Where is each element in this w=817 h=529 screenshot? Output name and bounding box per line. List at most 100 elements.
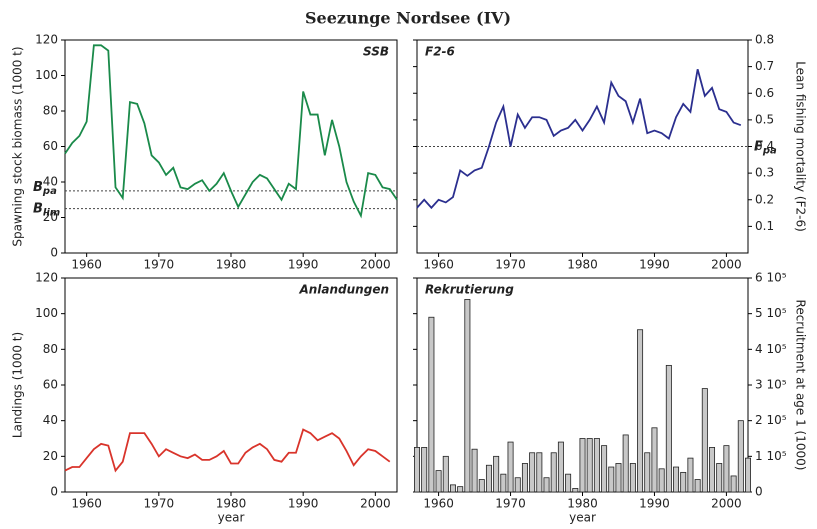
x-tick-label: 2000: [711, 258, 742, 272]
x-tick-label: 1960: [71, 497, 102, 511]
y-tick-label: 40: [43, 413, 58, 427]
y-axis-label: Recruitment at age 1 (1000): [794, 300, 808, 471]
bar: [629, 463, 636, 493]
reference-label-sub: pa: [762, 146, 777, 157]
plot-frame: [64, 277, 398, 493]
x-tick-label: 1970: [495, 258, 526, 272]
y-tick-label: 0.2: [755, 192, 774, 206]
y-tick-label: 120: [35, 271, 58, 285]
bar: [601, 445, 608, 493]
bar: [507, 441, 514, 493]
x-tick-label: 1970: [495, 497, 526, 511]
bar: [658, 468, 665, 493]
y-tick-label: 0.4: [755, 139, 774, 153]
y-tick-label: 100: [35, 68, 58, 82]
bar: [637, 329, 644, 493]
x-tick-label: 1990: [639, 258, 670, 272]
reference-label-sub: pa: [42, 186, 57, 197]
data-line: [64, 428, 391, 473]
bar: [514, 477, 521, 493]
y-tick-label: 0.8: [755, 33, 774, 47]
bar: [478, 479, 485, 493]
bar: [593, 438, 600, 493]
y-axis-label: Landings (1000 t): [11, 332, 25, 438]
bar: [716, 463, 723, 493]
y-axis-label: Lean fishing mortality (F2-6): [794, 61, 808, 232]
bar: [673, 466, 680, 493]
y-tick-label: 80: [43, 342, 58, 356]
x-tick-label: 1980: [216, 258, 247, 272]
bar: [449, 484, 456, 493]
reference-label-main: B: [33, 179, 43, 194]
reference-label: Fpa: [754, 139, 777, 157]
x-tick-label: 1970: [144, 497, 175, 511]
bar: [586, 438, 593, 493]
bar: [529, 452, 536, 493]
y-tick-label: 5 10⁵: [755, 306, 787, 320]
bar: [464, 298, 471, 493]
y-tick-label: 0: [755, 485, 763, 499]
bar: [687, 457, 694, 493]
bar: [723, 445, 730, 493]
x-tick-label: 1960: [423, 497, 454, 511]
y-tick-label: 3 10⁵: [755, 378, 787, 392]
x-tick-label: 2000: [711, 497, 742, 511]
y-tick-label: 100: [35, 306, 58, 320]
bar: [709, 447, 716, 493]
y-tick-label: 0: [50, 246, 58, 260]
bar: [694, 479, 701, 493]
x-tick-label: 1960: [71, 258, 102, 272]
bar: [651, 427, 658, 493]
panel-label: Rekrutierung: [425, 283, 514, 297]
bar: [493, 455, 500, 493]
bar: [471, 448, 478, 493]
y-tick-label: 0.5: [755, 112, 774, 126]
bar: [457, 486, 464, 493]
x-tick-label: 2000: [360, 258, 391, 272]
y-tick-label: 60: [43, 378, 58, 392]
bar: [730, 475, 737, 493]
bar: [572, 488, 579, 493]
y-tick-label: 2 10⁵: [755, 413, 787, 427]
y-tick-label: 60: [43, 139, 58, 153]
bar: [414, 447, 420, 493]
x-tick-label: 1990: [639, 497, 670, 511]
bar: [615, 463, 622, 493]
y-tick-label: 0: [50, 485, 58, 499]
reference-label-main: F: [754, 139, 763, 154]
bar: [521, 463, 528, 493]
bar: [608, 466, 615, 493]
x-axis-label: year: [218, 511, 245, 525]
y-tick-label: 80: [43, 104, 58, 118]
y-tick-label: 0.6: [755, 86, 774, 100]
bar: [500, 473, 507, 493]
bar: [745, 457, 751, 493]
y-axis-label: Spawning stock biomass (1000 t): [11, 46, 25, 246]
bar: [435, 470, 442, 493]
bar: [644, 452, 651, 493]
bar: [680, 471, 687, 493]
y-tick-label: 40: [43, 175, 58, 189]
y-tick-label: 120: [35, 33, 58, 47]
bar: [550, 452, 557, 493]
reference-label: Bpa: [33, 179, 57, 197]
x-tick-label: 1990: [288, 497, 319, 511]
x-tick-label: 2000: [360, 497, 391, 511]
x-axis-label: year: [569, 511, 596, 525]
data-line: [64, 44, 398, 219]
bar: [701, 388, 708, 493]
y-tick-label: 4 10⁵: [755, 342, 787, 356]
bar: [737, 420, 744, 493]
x-tick-label: 1980: [567, 258, 598, 272]
figure-title: Seezunge Nordsee (IV): [305, 9, 511, 28]
panel-label: SSB: [363, 45, 389, 59]
panel-label: Anlandungen: [298, 283, 389, 297]
data-line: [416, 69, 742, 210]
bar: [543, 477, 550, 493]
bar: [442, 455, 449, 493]
x-tick-label: 1970: [144, 258, 175, 272]
bar: [557, 441, 564, 493]
plot-frame: [64, 39, 398, 254]
y-tick-label: 0.3: [755, 166, 774, 180]
bar: [428, 316, 435, 493]
